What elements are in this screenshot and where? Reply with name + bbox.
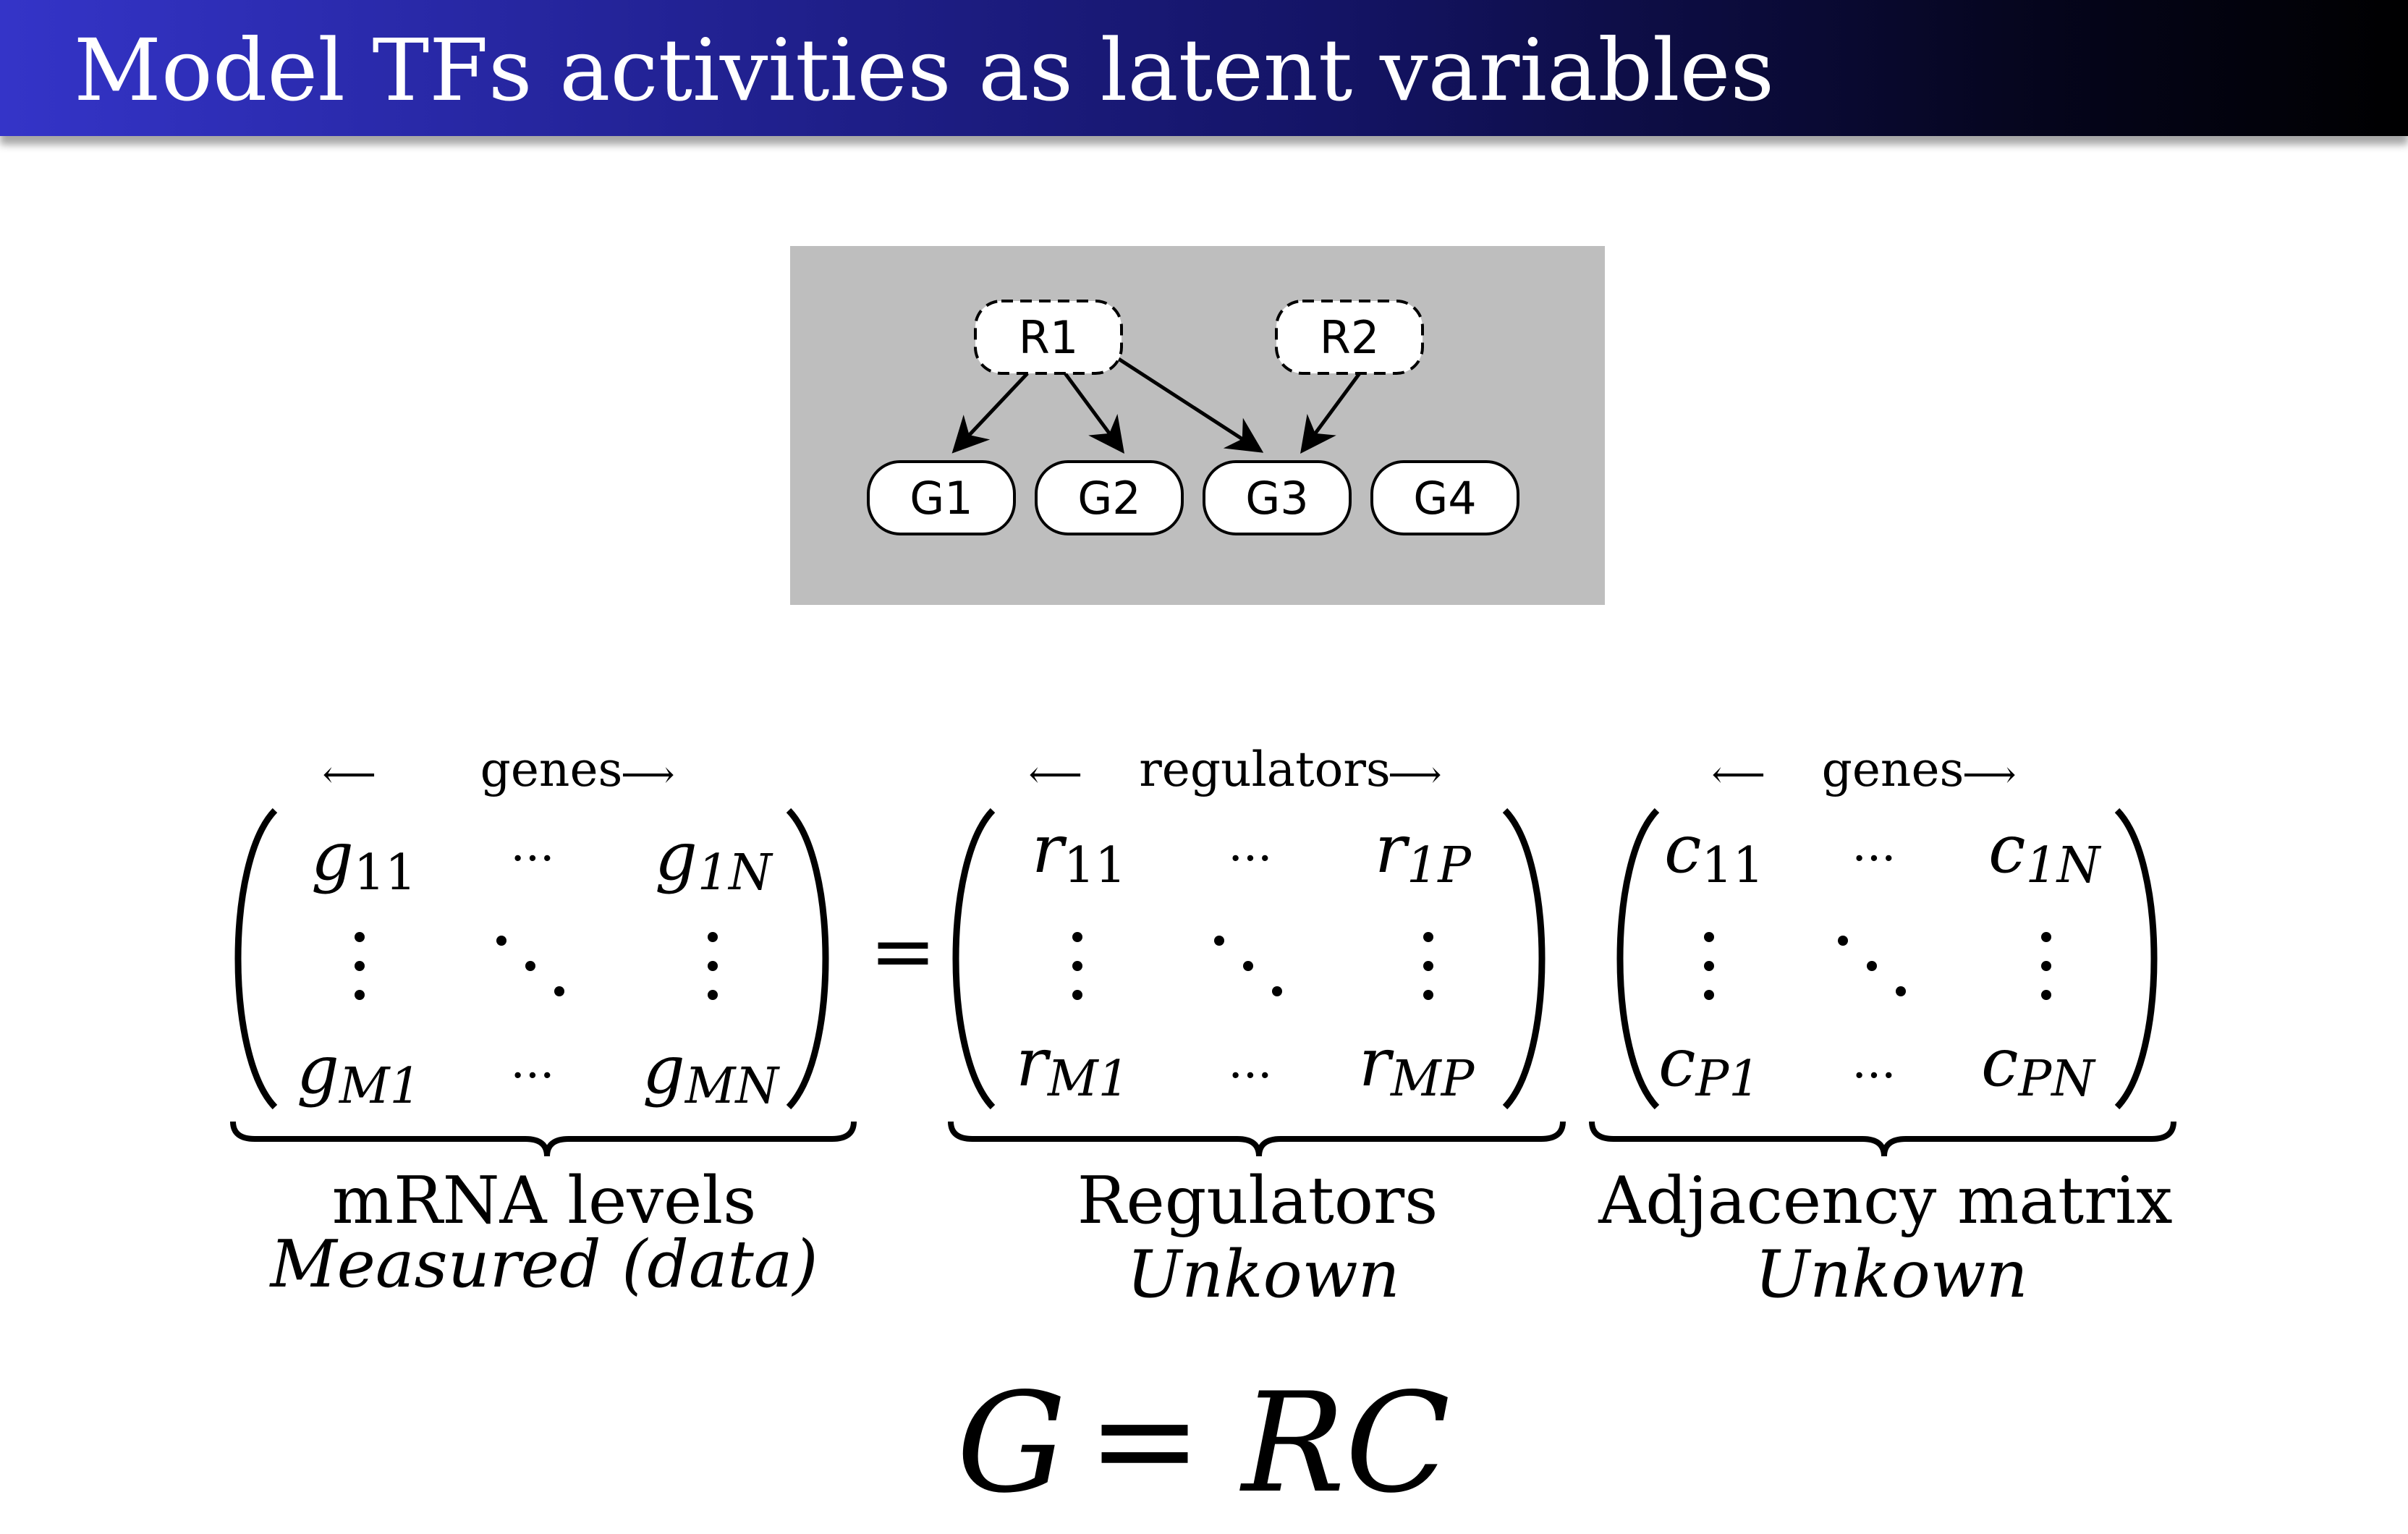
matrix-c-cell-tr: c1N: [1988, 810, 2102, 894]
node-g3-label: G3: [1245, 472, 1309, 525]
matrix-r-sublabel: Unkown: [1127, 1237, 1400, 1313]
node-g1-label: G1: [910, 472, 973, 525]
matrix-r-hdots-top: ···: [1228, 832, 1272, 886]
matrix-g-arrow-left: ⟵: [322, 753, 376, 797]
matrix-r-cell-tl: r11: [1032, 810, 1127, 894]
matrix-r-ddots: [1214, 936, 1282, 996]
matrix-r-cell-bl: rM1: [1016, 1024, 1129, 1108]
matrix-g-vdots-right: [708, 932, 718, 1000]
matrix-g-left-paren: [234, 808, 278, 1110]
equation-operator: =: [1087, 1360, 1202, 1520]
node-g2: G2: [1035, 460, 1184, 535]
matrix-g-cell-bl: gM1: [297, 1031, 421, 1115]
matrix-g-arrow-right: ⟶: [621, 753, 675, 797]
matrix-g-cell-tr: g1N: [655, 818, 773, 902]
node-g3: G3: [1203, 460, 1352, 535]
matrix-r-label: Regulators: [1077, 1163, 1438, 1239]
matrix-c-sublabel: Unkown: [1755, 1237, 2028, 1313]
matrix-c: ⟵ genes ⟶ c11 ··· c1N cP1 ··· cPN Adjace…: [1589, 742, 2176, 1313]
matrix-c-right-paren: [2114, 808, 2158, 1110]
matrix-c-arrow-right: ⟶: [1962, 753, 2017, 797]
edge-r1-g1: [951, 372, 1029, 454]
matrix-g-ddots: [496, 936, 564, 996]
matrix-c-vdots-right: [2041, 932, 2051, 1000]
matrix-c-hdots-top: ···: [1852, 832, 1896, 886]
title-bar: Model TFs activities as latent variables: [0, 0, 2408, 136]
slide-title: Model TFs activities as latent variables: [74, 20, 1775, 120]
edge-r1-g2: [1063, 372, 1124, 454]
matrix-g-header: genes: [480, 742, 623, 797]
matrix-r-arrow-right: ⟶: [1388, 753, 1442, 797]
matrix-c-hdots-bottom: ···: [1852, 1049, 1896, 1103]
matrix-g: ⟵ genes ⟶ g11 ··· g1N gM1 ··· gMN mRNA l…: [230, 742, 857, 1302]
edge-r2-g3: [1300, 372, 1362, 454]
matrix-g-right-paren: [786, 808, 829, 1110]
matrix-r: ⟵ regulators ⟶ r11 ··· r1P rM1 ··· rMP R…: [948, 742, 1566, 1313]
matrix-c-label: Adjacency matrix: [1598, 1163, 2172, 1239]
node-r1: R1: [974, 300, 1123, 375]
matrix-r-cell-tr: r1P: [1375, 810, 1472, 894]
matrix-r-vdots-right: [1423, 932, 1433, 1000]
matrix-c-arrow-left: ⟵: [1711, 753, 1765, 797]
matrix-c-cell-tl: c11: [1664, 810, 1764, 894]
matrix-c-vdots-left: [1704, 932, 1714, 1000]
matrix-c-underbrace: [1589, 1121, 2176, 1157]
matrix-g-cell-tl: g11: [311, 818, 416, 902]
node-g2-label: G2: [1077, 472, 1141, 525]
node-r2-label: R2: [1320, 311, 1380, 364]
edge-r1-g3: [1117, 357, 1264, 453]
network-svg: R1 R2 G1 G2 G3 G4: [867, 300, 1519, 535]
equation-lhs: G: [957, 1363, 1067, 1523]
equation-rhs: RC: [1239, 1363, 1450, 1523]
node-g4: G4: [1370, 460, 1519, 535]
matrix-g-vdots-left: [355, 932, 365, 1000]
node-r1-label: R1: [1019, 311, 1079, 364]
matrix-r-header: regulators: [1139, 742, 1391, 797]
matrix-c-ddots: [1838, 936, 1906, 996]
matrix-r-right-paren: [1502, 808, 1546, 1110]
matrix-r-underbrace: [948, 1121, 1566, 1157]
node-g1: G1: [867, 460, 1016, 535]
matrix-c-cell-br: cPN: [1981, 1024, 2096, 1108]
matrix-r-left-paren: [952, 808, 996, 1110]
matrix-r-cell-br: rMP: [1359, 1024, 1475, 1108]
matrix-c-cell-bl: cP1: [1658, 1024, 1760, 1108]
node-r2: R2: [1275, 300, 1424, 375]
equals-sign: =: [870, 904, 936, 997]
matrix-r-arrow-left: ⟵: [1028, 753, 1082, 797]
matrix-g-hdots-top: ···: [510, 832, 554, 886]
node-g4-label: G4: [1413, 472, 1477, 525]
matrix-g-cell-br: gMN: [643, 1031, 781, 1115]
final-equation: G = RC: [957, 1360, 1450, 1523]
matrix-c-left-paren: [1616, 808, 1660, 1110]
matrix-g-label: mRNA levels: [332, 1163, 757, 1239]
matrix-c-header: genes: [1822, 742, 1964, 797]
matrix-r-hdots-bottom: ···: [1228, 1049, 1272, 1103]
matrix-r-vdots-left: [1072, 932, 1082, 1000]
regulatory-network-diagram: R1 R2 G1 G2 G3 G4: [790, 246, 1605, 605]
matrix-g-underbrace: [230, 1121, 857, 1157]
matrix-g-hdots-bottom: ···: [510, 1049, 554, 1103]
matrix-g-sublabel: Measured (data): [268, 1226, 818, 1302]
